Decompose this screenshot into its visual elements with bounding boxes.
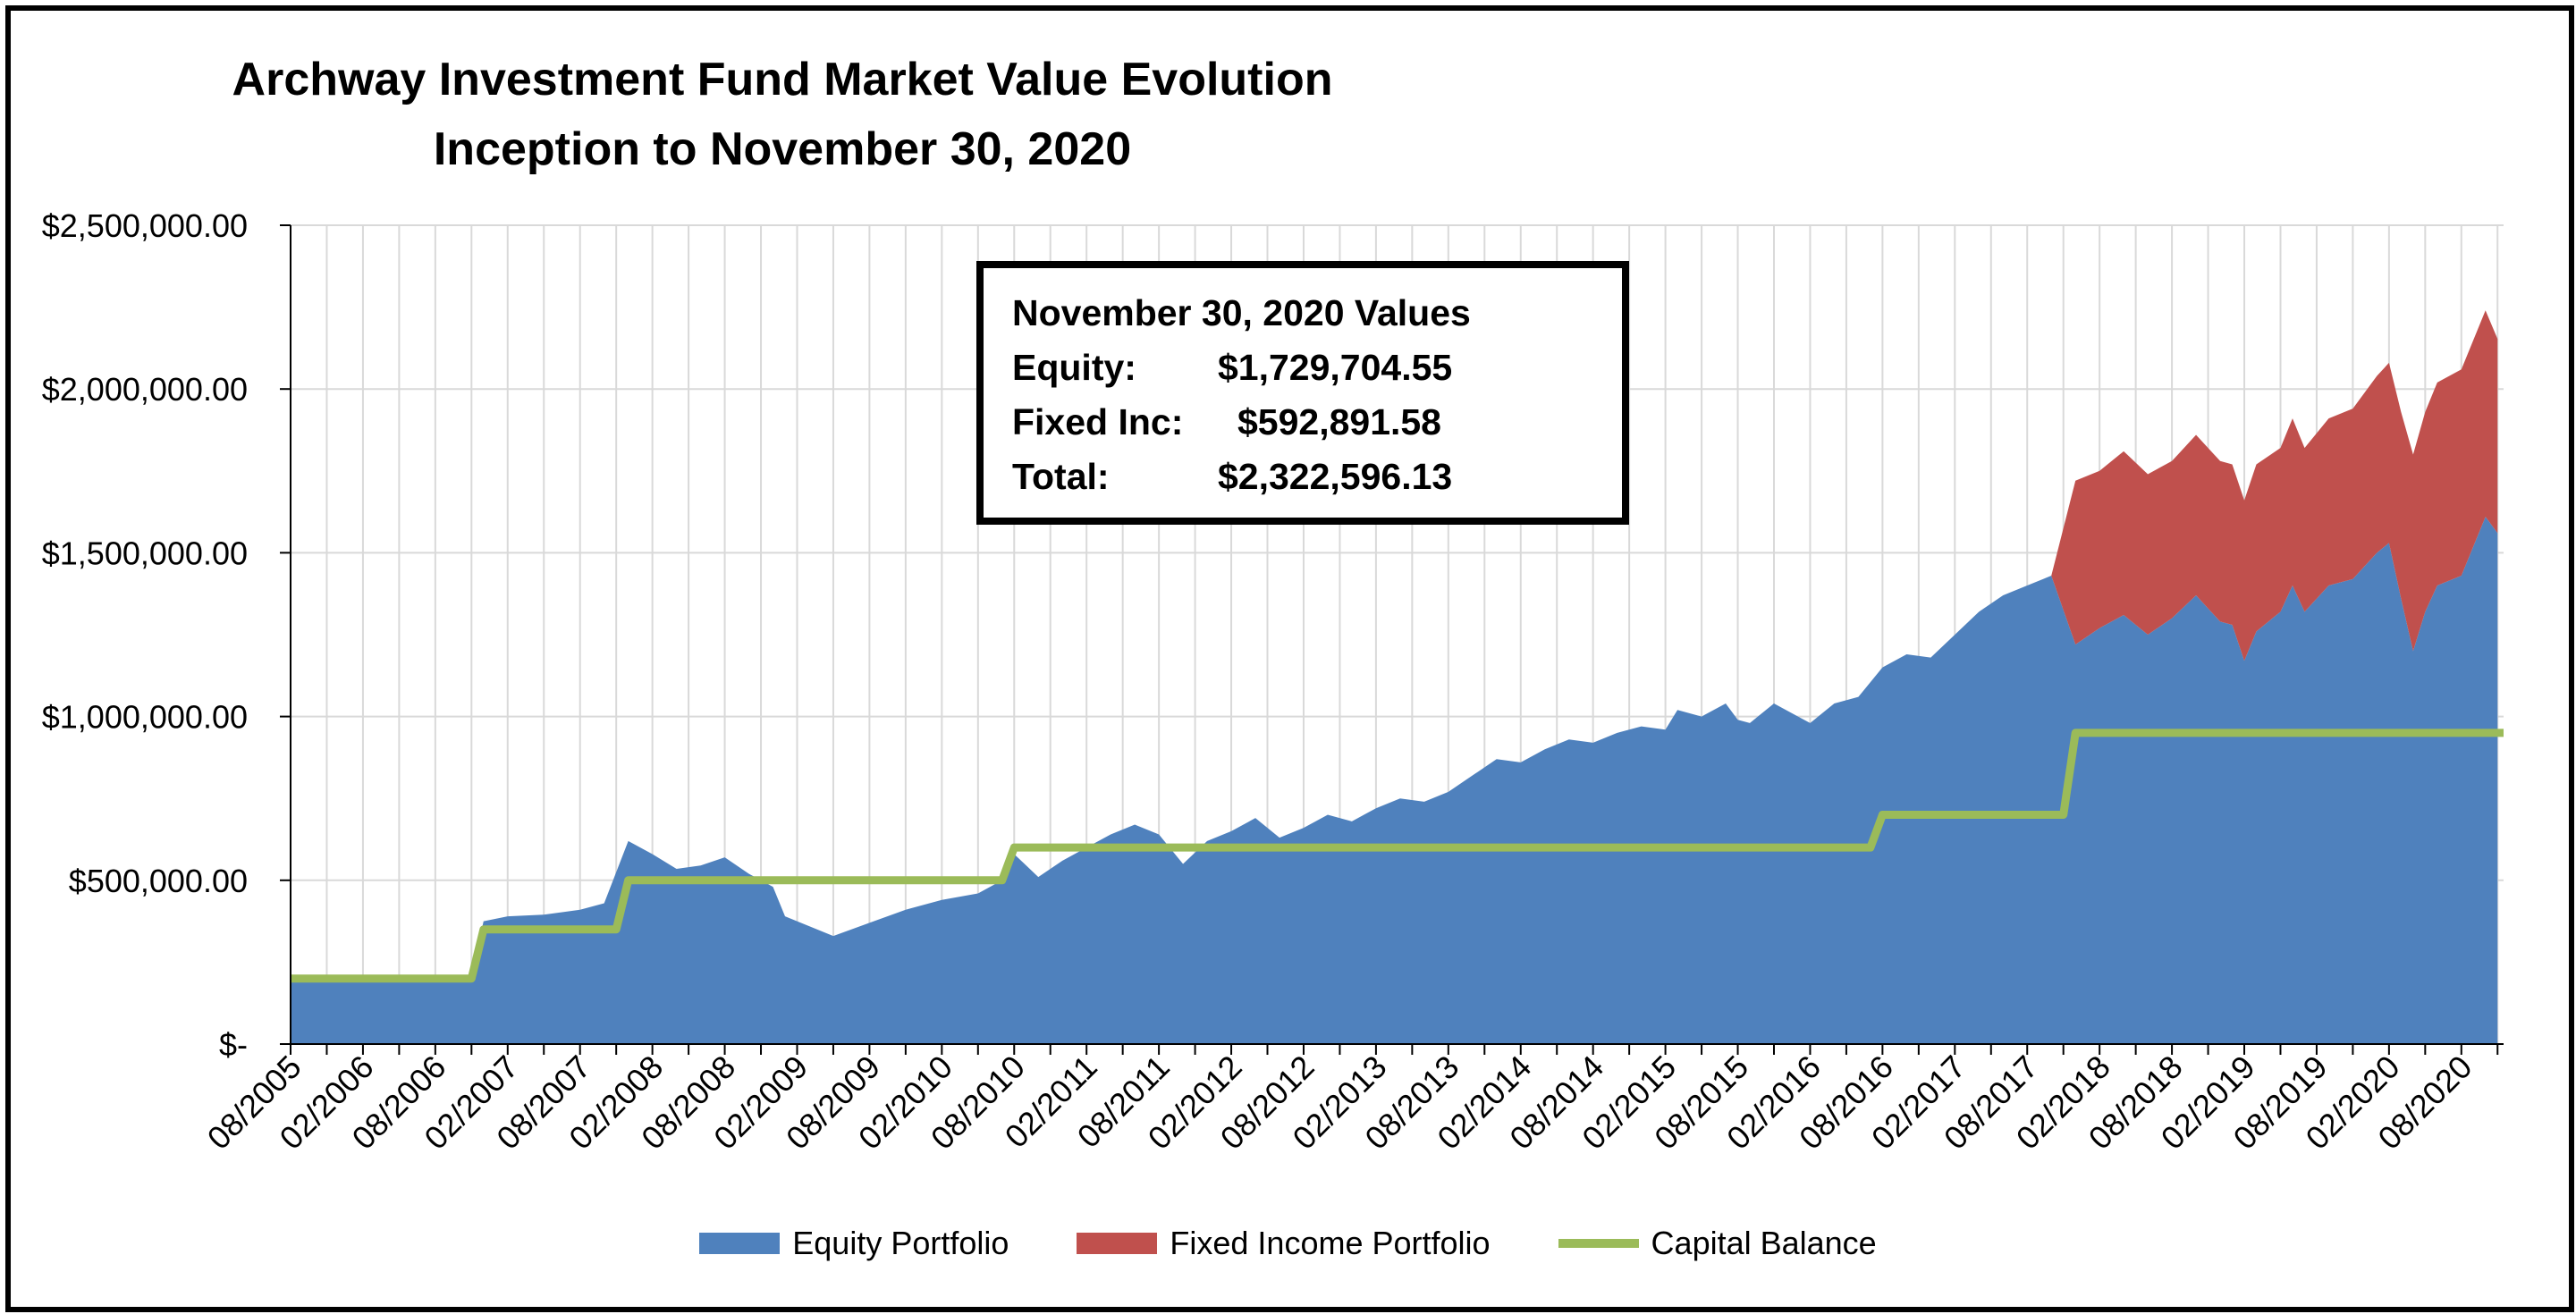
summary-label: Total: [1012, 456, 1110, 497]
legend-label-fixed-income: Fixed Income Portfolio [1170, 1225, 1491, 1261]
chart-subtitle: Inception to November 30, 2020 [433, 123, 1132, 175]
summary-box: November 30, 2020 Values Equity: $1,729,… [976, 261, 1629, 525]
legend-item-fixed-income: Fixed Income Portfolio [1077, 1225, 1491, 1262]
legend-swatch-fixed-income [1077, 1233, 1158, 1254]
chart-title-block: Archway Investment Fund Market Value Evo… [0, 45, 1565, 184]
y-tick-labels: $- $500,000.00 $1,000,000.00 $1,500,000.00 $… [42, 207, 248, 1063]
summary-label: Equity: [1012, 347, 1136, 388]
summary-heading-text: November 30, 2020 Values [1012, 292, 1471, 333]
chart-legend: Equity Portfolio Fixed Income Portfolio … [0, 1225, 2576, 1262]
y-tick-label: $2,000,000.00 [42, 371, 248, 408]
legend-item-equity: Equity Portfolio [699, 1225, 1009, 1262]
legend-label-capital: Capital Balance [1651, 1225, 1877, 1261]
legend-label-equity: Equity Portfolio [792, 1225, 1009, 1261]
summary-row-total: Total: $2,322,596.13 [1012, 450, 1622, 504]
y-tick-label: $500,000.00 [69, 863, 248, 899]
summary-value: $1,729,704.55 [1218, 347, 1453, 388]
x-tick-labels: 08/200502/200608/200602/200708/200702/20… [200, 1049, 2479, 1157]
area-series [291, 310, 2498, 1044]
y-tick-label: $- [219, 1026, 248, 1063]
legend-swatch-capital [1558, 1239, 1639, 1248]
fixed-income-area [2051, 310, 2498, 661]
legend-item-capital: Capital Balance [1558, 1225, 1877, 1262]
y-tick-label: $1,500,000.00 [42, 535, 248, 571]
capital-balance-line [291, 729, 2504, 983]
summary-value: $592,891.58 [1237, 401, 1441, 442]
axes [280, 224, 2504, 1055]
equity-area [291, 517, 2498, 1044]
y-tick-label: $2,500,000.00 [42, 207, 248, 244]
summary-value: $2,322,596.13 [1218, 456, 1453, 497]
summary-row-fixed-income: Fixed Inc: $592,891.58 [1012, 395, 1622, 450]
line-series [291, 729, 2504, 983]
chart-title: Archway Investment Fund Market Value Evo… [232, 54, 1333, 105]
summary-row-equity: Equity: $1,729,704.55 [1012, 341, 1622, 395]
legend-swatch-equity [699, 1233, 781, 1254]
summary-label: Fixed Inc: [1012, 401, 1184, 442]
summary-heading: November 30, 2020 Values [1012, 286, 1622, 341]
y-tick-label: $1,000,000.00 [42, 699, 248, 736]
